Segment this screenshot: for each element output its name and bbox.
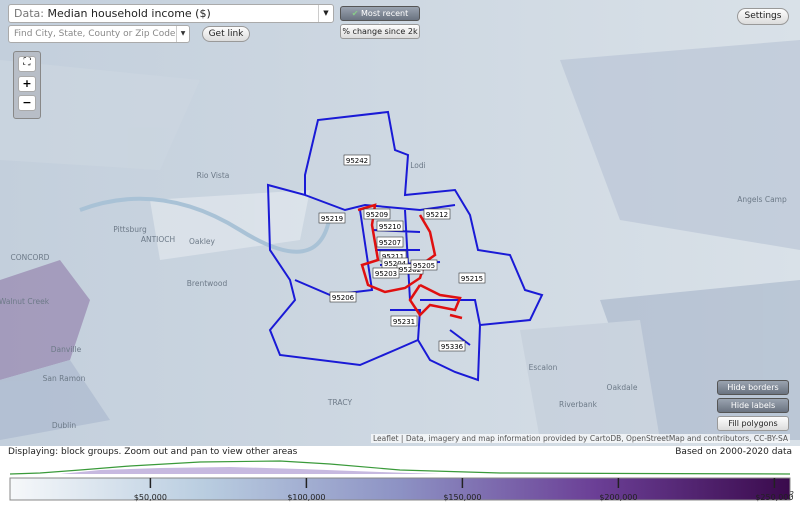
place-label: Walnut Creek (0, 297, 50, 306)
histogram-line (9, 460, 791, 475)
zip-label: 95204 (384, 260, 407, 268)
legend: $50,000 $100,000 $150,000 $200,000 $250,000 … (9, 460, 794, 502)
zoom-out[interactable]: − (18, 95, 36, 111)
zip-label: 95202 (399, 266, 421, 274)
zip-label: 95207 (379, 239, 401, 247)
most-recent-button[interactable]: ✔ Most recent value (340, 6, 420, 31)
zip-label-box (390, 315, 418, 327)
data-select[interactable]: Data: Median household income ($) ▼ (8, 4, 334, 23)
highlight-borders (357, 203, 463, 320)
place-label: San Ramon (43, 374, 86, 383)
zip-label-box (329, 291, 357, 303)
place-label: Dublin (52, 421, 76, 430)
help[interactable]: ? (790, 490, 794, 499)
zip-label-box (410, 259, 438, 271)
attribution: Leaflet | Data, imagery and map informat… (371, 434, 790, 443)
based-on-note: Based on 2000-2020 data (675, 447, 792, 457)
legend-tick-label: $200,000 (599, 493, 637, 502)
zip-label: 95219 (321, 215, 343, 223)
place-label: ANTIOCH (141, 235, 175, 244)
zip-label: 95242 (346, 157, 368, 165)
place-label: Rio Vista (197, 171, 230, 180)
zip-label-box (423, 208, 451, 220)
place-label: Escalon (529, 363, 558, 372)
place-label: Danville (51, 345, 82, 354)
fit-button[interactable]: ⛶ (18, 56, 36, 72)
place-label: Angels Camp (737, 195, 787, 204)
get-link-button[interactable]: Get link (202, 26, 250, 42)
data-value: Median household income ($) (47, 7, 211, 20)
zip-label: 95211 (382, 253, 404, 261)
zip-label: 95212 (426, 211, 448, 219)
check-icon: ✔ (351, 9, 359, 18)
search-input[interactable]: Find City, State, County or Zip Code ▼ (8, 25, 190, 43)
dropdown-arrow: ▼ (318, 5, 333, 22)
legend-tick-label: $100,000 (287, 493, 325, 502)
zip-label: 95203 (375, 270, 397, 278)
settings-button[interactable]: Settings (737, 8, 789, 25)
displaying-note: Displaying: block groups. Zoom out and p… (8, 447, 298, 457)
place-label: TRACY (327, 398, 353, 407)
zip-label-box (458, 272, 486, 284)
legend-bar (9, 477, 791, 501)
place-label: Brentwood (187, 279, 228, 288)
data-prefix: Data: (14, 7, 44, 20)
zip-label: 95215 (461, 275, 483, 283)
hide-labels-button[interactable]: Hide labels (717, 398, 789, 413)
place-label: Riverbank (559, 400, 598, 409)
zoom-in[interactable]: + (18, 76, 36, 92)
zip-label-box (376, 236, 404, 248)
zip-label: 95336 (441, 343, 464, 351)
histogram-band (60, 467, 440, 474)
place-label: Oakdale (607, 383, 638, 392)
place-label: CONCORD (11, 253, 50, 262)
zip-label-box (343, 154, 371, 166)
legend-tick-label: $50,000 (134, 493, 167, 502)
legend-tick-label: $250,000 (755, 493, 793, 502)
place-label: Pittsburg (113, 225, 147, 234)
zip-labels: 95242 95219 95209 95210 95212 95207 9521195204… (318, 154, 486, 352)
zip-label: 95231 (393, 318, 415, 326)
place-label: Lodi (410, 161, 425, 170)
zip-label-box (438, 340, 466, 352)
search-placeholder: Find City, State, County or Zip Code (14, 29, 176, 39)
zip-label-box (376, 220, 404, 232)
dropdown-arrow: ▼ (176, 26, 189, 42)
fill-polygons-button[interactable]: Fill polygons (717, 416, 789, 431)
pct-change-button[interactable]: % change since 2k (340, 24, 420, 39)
hide-borders-button[interactable]: Hide borders (717, 380, 789, 395)
zip-label-box (363, 208, 391, 220)
place-label: Oakley (189, 237, 216, 246)
zip-label-box (318, 212, 346, 224)
zip-label: 95209 (366, 211, 388, 219)
zip-label: 95205 (413, 262, 435, 270)
legend-tick-label: $150,000 (443, 493, 481, 502)
zoom-control: ⛶ + − (13, 51, 41, 119)
zip-label-box (372, 267, 400, 279)
zip-label: 95210 (379, 223, 401, 231)
legend-ticks: $50,000 $100,000 $150,000 $200,000 $250,000 (134, 478, 793, 502)
river (79, 196, 332, 254)
zip-label: 95206 (332, 294, 355, 302)
